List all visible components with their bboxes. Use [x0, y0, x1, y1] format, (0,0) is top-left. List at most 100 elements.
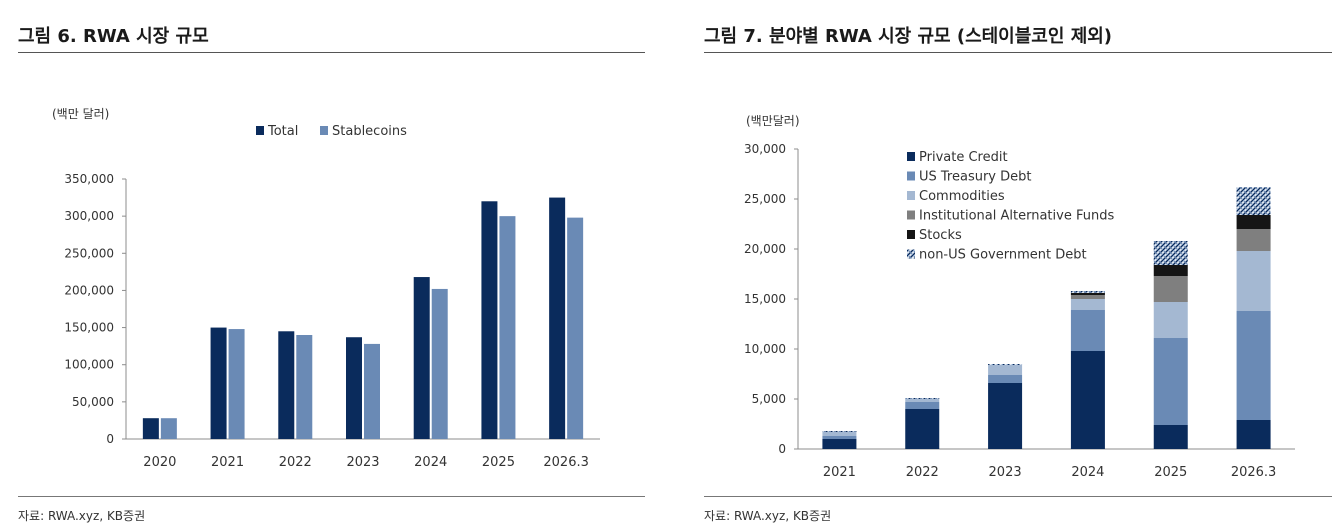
- x-tick-label: 2023: [989, 465, 1022, 480]
- bar-non-us-government-debt-2021: [822, 431, 857, 432]
- bar-stablecoins-2021: [228, 329, 245, 439]
- bar-total-2022: [278, 331, 295, 439]
- legend-label-total: Total: [267, 124, 298, 139]
- bar-stablecoins-2022: [296, 335, 313, 439]
- bar-us-treasury-debt-2021: [822, 436, 857, 439]
- bar-stablecoins-2020: [160, 418, 177, 439]
- x-tick-label: 2021: [211, 455, 244, 470]
- legend-swatch-commodities: [907, 191, 915, 200]
- y-tick-label: 0: [778, 442, 786, 456]
- figure-6-source: 자료: RWA.xyz, KB증권: [18, 509, 146, 523]
- legend-label-stocks: Stocks: [919, 228, 962, 243]
- bar-private-credit-2025: [1153, 425, 1188, 449]
- x-tick-label: 2022: [906, 465, 939, 480]
- y-unit-label: (백만달러): [746, 114, 800, 128]
- rwa-by-sector-chart: (백만달러) 0 5,000 10,000 15,000 20,000 25,000 30,0…: [744, 114, 1295, 480]
- source-divider: [18, 496, 645, 497]
- bar-commodities-2023: [988, 365, 1023, 375]
- y-tick-label: 25,000: [744, 192, 786, 206]
- legend-swatch-non-us-government-debt: [907, 249, 915, 259]
- figure-7-panel: 그림 7. 분야별 RWA 시장 규모 (스테이블코인 제외) (백만달러) 0 5…: [698, 0, 1342, 529]
- x-tick-label: 2025: [1154, 465, 1187, 480]
- bar-total-2020: [142, 418, 159, 439]
- y-tick-label: 200,000: [64, 283, 114, 297]
- bar-non-us-government-debt-2024: [1070, 291, 1105, 293]
- bar-commodities-2021: [822, 432, 857, 436]
- y-tick-label: 50,000: [72, 395, 114, 409]
- y-tick-label: 20,000: [744, 242, 786, 256]
- bar-non-us-government-debt-2023: [988, 364, 1023, 365]
- bar-stablecoins-2024: [431, 288, 448, 439]
- legend-label-non-us-government-debt: non-US Government Debt: [919, 248, 1087, 263]
- y-tick-label: 250,000: [64, 246, 114, 260]
- bar-commodities-2024: [1070, 299, 1105, 310]
- x-tick-label: 2023: [346, 455, 379, 470]
- bar-commodities-2026-3: [1236, 251, 1271, 311]
- legend-swatch-us-treasury-debt: [907, 171, 915, 181]
- legend-swatch-stocks: [907, 230, 915, 239]
- title-divider: [18, 52, 645, 53]
- y-tick-label: 5,000: [752, 392, 786, 406]
- figure-7-title: 그림 7. 분야별 RWA 시장 규모 (스테이블코인 제외): [704, 26, 1113, 47]
- bar-total-2023: [346, 337, 362, 439]
- legend-swatch-stablecoins: [320, 126, 328, 135]
- legend-swatch-private-credit: [907, 152, 915, 161]
- y-tick-label: 350,000: [64, 172, 114, 186]
- bar-us-treasury-debt-2024: [1070, 310, 1105, 351]
- bar-private-credit-2024: [1070, 351, 1105, 449]
- bar-stablecoins-2023: [364, 343, 380, 439]
- y-tick-label: 10,000: [744, 342, 786, 356]
- bar-private-credit-2021: [822, 439, 857, 449]
- legend-label-stablecoins: Stablecoins: [332, 124, 407, 139]
- figure-6-panel: 그림 6. RWA 시장 규모 (백만 달러) 0 50,000 100,000 150…: [0, 0, 660, 529]
- bar-total-2026-3: [549, 197, 566, 439]
- legend-label-institutional-alternative-funds: Institutional Alternative Funds: [919, 209, 1114, 224]
- x-tick-label: 2025: [482, 455, 515, 470]
- y-tick-label: 30,000: [744, 142, 786, 156]
- bar-commodities-2025: [1153, 302, 1188, 338]
- figure-7-source: 자료: RWA.xyz, KB증권: [704, 509, 832, 523]
- y-tick-label: 150,000: [64, 321, 114, 335]
- bar-us-treasury-debt-2023: [988, 375, 1023, 383]
- bar-institutional-alternative-funds-2024: [1070, 295, 1105, 299]
- bar-private-credit-2026-3: [1236, 420, 1271, 449]
- figure-6-title: 그림 6. RWA 시장 규모: [18, 26, 209, 47]
- x-tick-label: 2020: [143, 455, 176, 470]
- bar-stablecoins-2026-3: [567, 217, 584, 439]
- x-tick-label: 2022: [279, 455, 312, 470]
- y-tick-label: 100,000: [64, 358, 114, 372]
- bar-stocks-2026-3: [1236, 215, 1271, 229]
- bar-us-treasury-debt-2025: [1153, 338, 1188, 425]
- bar-total-2021: [210, 327, 227, 439]
- x-tick-label: 2026.3: [543, 455, 589, 470]
- bar-stablecoins-2025: [499, 216, 516, 439]
- y-tick-label: 0: [106, 432, 114, 446]
- bar-private-credit-2023: [988, 383, 1023, 449]
- legend-label-commodities: Commodities: [919, 189, 1005, 204]
- total-vs-stablecoins-chart: (백만 달러) 0 50,000 100,000 150,000 200,000 250,0…: [52, 107, 600, 470]
- source-divider: [704, 496, 1332, 497]
- bar-commodities-2022: [905, 399, 940, 402]
- x-tick-label: 2024: [414, 455, 447, 470]
- y-tick-label: 300,000: [64, 209, 114, 223]
- bar-us-treasury-debt-2022: [905, 402, 940, 409]
- bar-non-us-government-debt-2026-3: [1236, 187, 1271, 215]
- bar-private-credit-2022: [905, 409, 940, 449]
- bar-institutional-alternative-funds-2026-3: [1236, 229, 1271, 251]
- y-tick-label: 15,000: [744, 292, 786, 306]
- legend-swatch-total: [256, 126, 264, 135]
- legend-label-us-treasury-debt: US Treasury Debt: [919, 170, 1032, 185]
- bar-total-2025: [481, 201, 498, 439]
- bar-stocks-2025: [1153, 265, 1188, 276]
- legend-label-private-credit: Private Credit: [919, 150, 1008, 165]
- title-divider: [704, 52, 1332, 53]
- bar-non-us-government-debt-2025: [1153, 241, 1188, 265]
- bar-institutional-alternative-funds-2025: [1153, 276, 1188, 302]
- legend-swatch-institutional-alternative-funds: [907, 210, 915, 220]
- bar-stocks-2024: [1070, 293, 1105, 295]
- bar-non-us-government-debt-2022: [905, 398, 940, 399]
- bar-us-treasury-debt-2026-3: [1236, 311, 1271, 420]
- x-tick-label: 2024: [1071, 465, 1104, 480]
- x-tick-label: 2021: [823, 465, 856, 480]
- bar-total-2024: [413, 277, 430, 439]
